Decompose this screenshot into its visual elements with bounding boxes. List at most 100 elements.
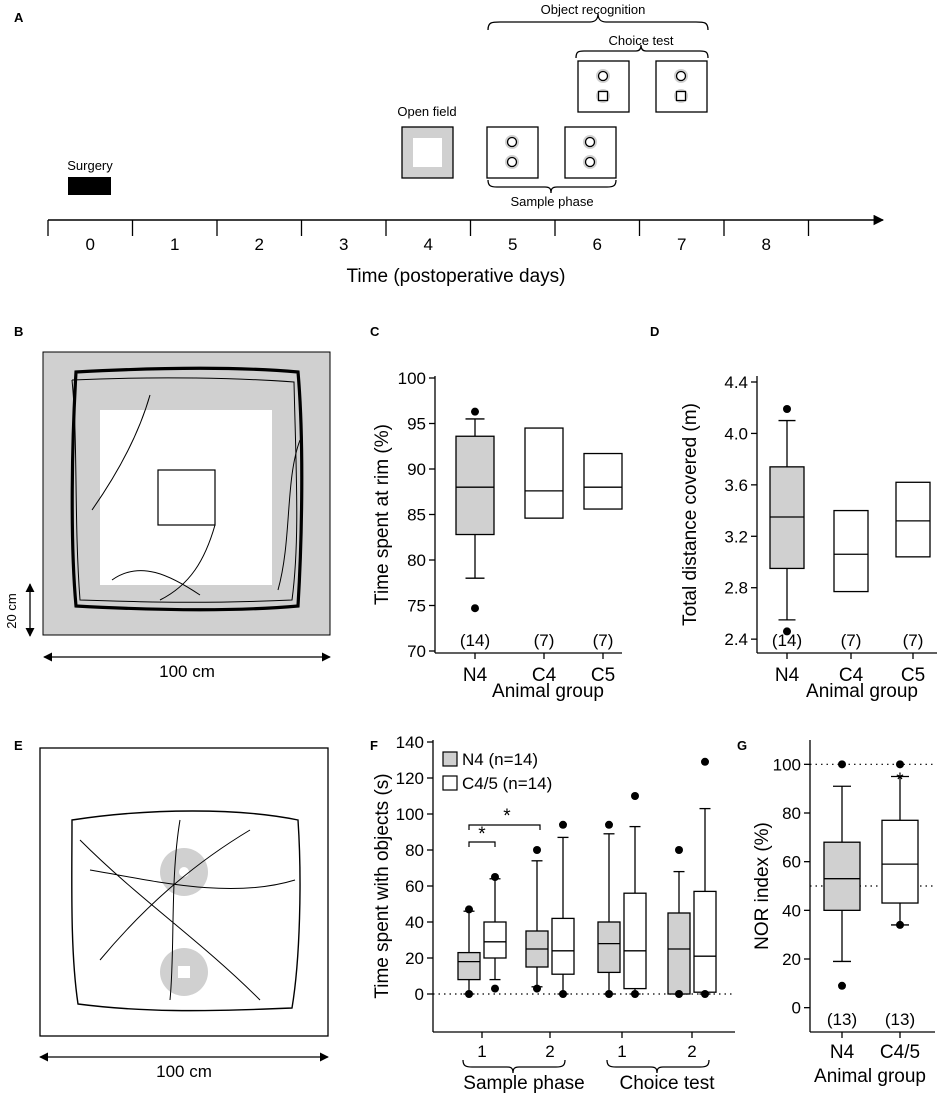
y-tick-label: 4.4 [724,373,748,392]
x-tick-label: 1 [617,1042,626,1061]
box-c5 [583,452,623,510]
panel-label-d: D [650,324,659,339]
outlier-point [559,990,567,998]
movement-track-b [70,366,304,612]
y-axis-label: Time spent at rim (%) [372,424,393,605]
box-c5 [895,481,931,558]
y-tick-label: 60 [405,877,424,896]
round-object-icon [506,156,518,168]
x-tick-label: 2 [687,1042,696,1061]
outlier-point [471,604,479,613]
timeline-day-label: 7 [677,235,686,254]
y-tick-label: 0 [792,999,801,1018]
y-tick-label: 20 [405,949,424,968]
significance-bracket [468,824,541,830]
y-tick-label: 100 [396,805,424,824]
chart-f: 0 20 40 60 80 100 120 140 1 2 1 2 Sample phase Choice… [372,733,735,1094]
outlier-point [491,984,499,993]
y-tick-label: 80 [405,841,424,860]
y-tick-label: 90 [407,460,426,479]
sample-phase-brace [487,179,617,194]
timeline-day-label: 4 [424,235,433,254]
outlier-point [838,981,846,990]
box-c45 [881,819,919,904]
n-label: (14) [772,631,802,650]
x-axis-label: Animal group [492,681,604,702]
movement-track-e [79,819,296,1001]
round-object-icon [597,70,609,82]
x-axis-label: Animal group [806,681,918,702]
y-tick-label: 140 [396,733,424,752]
round-object-icon [584,136,596,148]
square-object-icon [597,90,609,102]
panel-label-c: C [370,324,380,339]
y-axis-label: NOR index (%) [752,822,773,950]
y-tick-label: 70 [407,642,426,661]
box-n4 [823,841,861,911]
timeline-day-label: 0 [86,235,95,254]
choice-arena-day6 [577,60,630,113]
chart-g: 0 20 40 60 80 100 N4 (13) C4/5 (13) * NOR index (%)… [752,740,935,1087]
significance-star: * [503,806,511,827]
box-c4 [524,427,564,519]
legend-swatch-n4 [442,751,458,767]
panel-label-e: E [14,738,23,753]
choice-test-brace [606,1059,710,1074]
n-label: (7) [903,631,924,650]
round-object-icon [675,70,687,82]
round-object-icon [506,136,518,148]
y-tick-label: 80 [782,804,801,823]
x-tick-label: C4 [532,665,557,686]
n-label: (7) [534,631,555,650]
y-axis-label: Total distance covered (m) [680,403,701,626]
movement-track-b [91,394,301,601]
outlier-point [605,990,613,998]
panel-label-f: F [370,738,378,753]
round-object-icon [179,867,189,877]
box-c45 [623,892,647,990]
x-axis-label: Animal group [814,1066,926,1087]
choice-test-label: Choice test [608,33,673,48]
y-tick-label: 2.4 [724,630,748,649]
timeline-xlabel: Time (postoperative days) [347,266,566,287]
significance-bracket [468,841,496,847]
y-tick-label: 0 [415,985,424,1004]
y-tick-label: 95 [407,415,426,434]
x-tick-label: C5 [591,665,615,686]
box-c45 [693,890,717,993]
open-field-center [413,138,442,167]
x-tick-label: C4 [839,665,864,686]
arena-b-center-square [157,469,216,526]
square-object-icon [675,90,687,102]
scale-label-e: 100 cm [156,1062,212,1081]
panel-label-a: A [14,10,24,25]
outlier-point [896,760,904,769]
box-n4 [455,435,495,536]
outlier-point [838,760,846,769]
outlier-point [701,757,709,766]
sample-arena-day5 [486,126,539,179]
n-label: (13) [885,1010,915,1029]
x-tick-label: 2 [545,1042,554,1061]
box-c45 [551,917,575,975]
group-label: Sample phase [463,1073,584,1094]
outlier-point [675,846,683,854]
timeline-day-label: 3 [339,235,348,254]
timeline-day-label: 1 [170,235,179,254]
y-tick-label: 100 [773,755,801,774]
movement-track-b [71,377,298,603]
surgery-bar [68,177,111,195]
box-c45 [483,921,507,959]
chart-c: 70 75 80 85 90 95 100 N4 (14) C4 (7) C5 (7) Time spen… [372,369,623,702]
y-tick-label: 85 [407,506,426,525]
significance-star: * [896,770,904,791]
object-recognition-label: Object recognition [541,2,646,17]
n-label: (7) [841,631,862,650]
sample-phase-brace [462,1059,566,1074]
x-tick-label: 1 [477,1042,486,1061]
outlier-point [783,627,791,636]
n-label: (13) [827,1010,857,1029]
x-tick-label: C4/5 [880,1042,920,1063]
outlier-point [605,820,613,829]
